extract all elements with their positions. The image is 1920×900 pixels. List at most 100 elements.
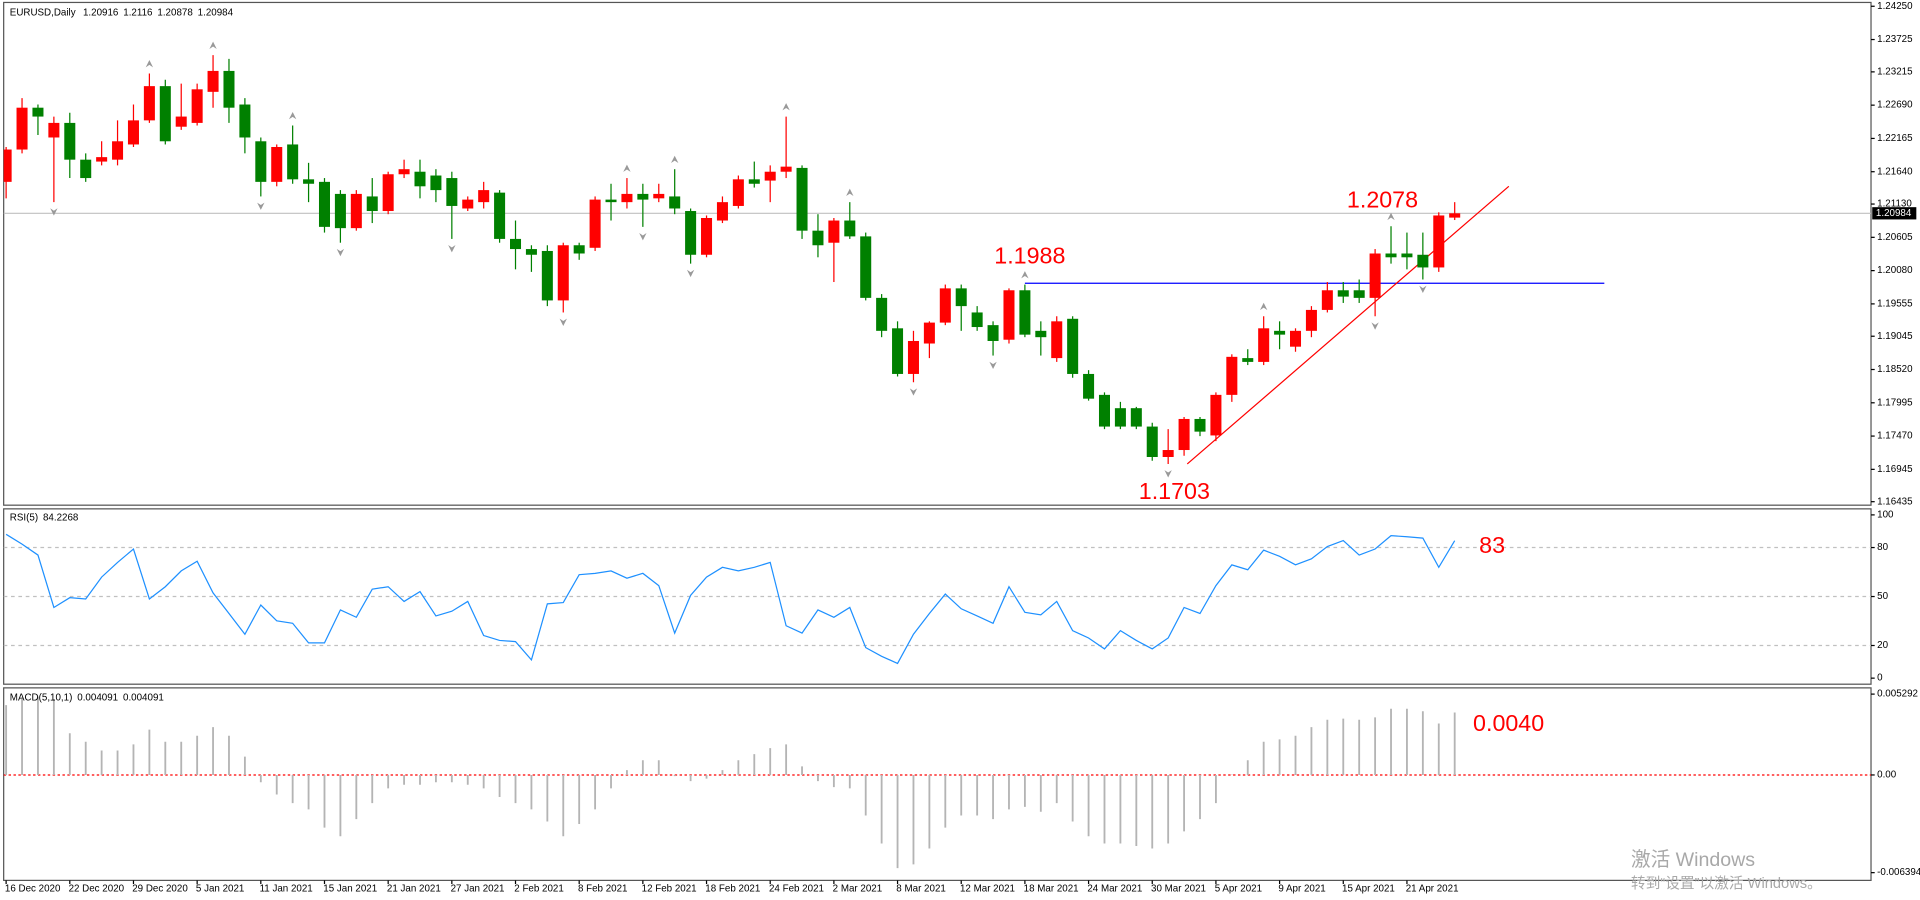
candle-body (1162, 450, 1174, 457)
candle-body (271, 146, 283, 182)
symbol: EURUSD,Daily (10, 7, 76, 18)
candle-body (605, 199, 617, 203)
candle-body (1003, 290, 1015, 340)
candle-body (1130, 408, 1142, 427)
candle-body (32, 107, 44, 117)
candle-body (318, 181, 330, 227)
candle-body (462, 199, 474, 209)
annotation: 1.1703 (1139, 478, 1210, 504)
x-tick-label: 21 Apr 2021 (1406, 884, 1459, 895)
candle-body (796, 167, 808, 231)
candle-body (876, 297, 888, 331)
x-tick-label: 8 Mar 2021 (896, 884, 946, 895)
x-tick-label: 5 Apr 2021 (1215, 884, 1262, 895)
y-tick-label: 1.22690 (1877, 100, 1913, 111)
fractal-down (50, 208, 58, 216)
candle-body (1258, 328, 1270, 362)
candle-body (748, 179, 760, 184)
candle-body (812, 230, 824, 246)
candle-body (828, 220, 840, 243)
fractal-down (559, 318, 567, 326)
candle-body (1337, 290, 1349, 297)
candle-body (127, 120, 139, 145)
candle-body (939, 288, 951, 323)
candle-body (1194, 418, 1206, 432)
fractal-down (909, 388, 918, 396)
fractal-up (145, 59, 154, 68)
x-tick-label: 5 Jan 2021 (196, 884, 244, 895)
rsi-header: RSI(5) 84.2268 (10, 512, 79, 523)
candle-body (1274, 330, 1286, 335)
candle-body (844, 220, 856, 237)
fractal-up (623, 164, 631, 172)
rsi-title: RSI(5) (10, 512, 38, 523)
x-tick-label: 24 Feb 2021 (769, 884, 824, 895)
candle-body (159, 86, 171, 142)
y-tick-label: 50 (1877, 591, 1888, 602)
candle-body (1098, 394, 1110, 427)
candle-body (764, 171, 776, 181)
candle-body (398, 169, 410, 175)
candle-body (716, 202, 728, 221)
fractal-down (1419, 285, 1427, 293)
trendline (1186, 185, 1510, 465)
annotation: 1.2078 (1347, 186, 1418, 212)
candle-body (685, 211, 697, 255)
candle-body (907, 340, 919, 374)
y-tick-label: 1.17470 (1877, 431, 1913, 442)
candle-body (1449, 213, 1461, 218)
candle-body (80, 159, 92, 179)
fractal-up (1260, 302, 1268, 311)
y-tick-label: 20 (1877, 640, 1888, 651)
fractal-up (1387, 212, 1395, 221)
macd-signal: 0.004091 (123, 692, 164, 703)
fractal-down (1164, 470, 1172, 478)
x-tick-label: 21 Jan 2021 (387, 884, 441, 895)
candle-body (1321, 290, 1333, 310)
y-tick-label: 1.20080 (1877, 265, 1913, 276)
x-tick-label: 27 Jan 2021 (451, 884, 505, 895)
price-pane (3, 1, 1872, 506)
y-tick-label: 0 (1877, 673, 1883, 684)
candle-body (1067, 318, 1079, 374)
annotation: 1.1988 (994, 243, 1065, 269)
current-price-label: 1.20984 (1876, 208, 1912, 219)
fractal-down (336, 248, 345, 257)
x-tick-label: 15 Apr 2021 (1342, 884, 1395, 895)
candle-body (1290, 330, 1302, 347)
y-tick-label: 80 (1877, 542, 1888, 553)
y-tick-label: 1.17995 (1877, 397, 1913, 408)
candle-body (732, 179, 744, 206)
candle-body (430, 175, 442, 191)
x-tick-label: 22 Dec 2020 (69, 884, 125, 895)
candle-body (255, 141, 267, 182)
candle-body (3, 149, 12, 182)
candle-body (780, 166, 792, 172)
candle-body (446, 178, 458, 206)
macd-pane (3, 687, 1872, 881)
candle-body (48, 122, 60, 138)
candle-body (1114, 408, 1126, 427)
axes: 1.24250 1.23725 1.23215 1.22690 1.22165 1.216… (5, 1, 1920, 895)
candle-body (1433, 215, 1445, 268)
annotation: 0.0040 (1473, 710, 1544, 736)
x-tick-label: 9 Apr 2021 (1278, 884, 1325, 895)
candle-body (701, 217, 713, 255)
watermark-title: 激活 Windows (1631, 849, 1755, 871)
candle-body (191, 89, 203, 123)
candle-body (1035, 330, 1047, 338)
y-tick-label: 1.16435 (1877, 496, 1913, 507)
close: 1.20984 (198, 7, 234, 18)
candle-body (541, 250, 553, 301)
y-tick-label: 1.21640 (1877, 166, 1913, 177)
candle-body (987, 325, 999, 341)
y-tick-label: 1.19555 (1877, 298, 1913, 309)
candle-body (143, 86, 155, 121)
y-tick-label: 1.22165 (1877, 133, 1913, 144)
x-tick-label: 18 Mar 2021 (1024, 884, 1079, 895)
y-tick-label: 1.18520 (1877, 364, 1913, 375)
fractal-down (448, 245, 456, 253)
candle-body (573, 245, 585, 254)
candle-body (1417, 254, 1429, 268)
